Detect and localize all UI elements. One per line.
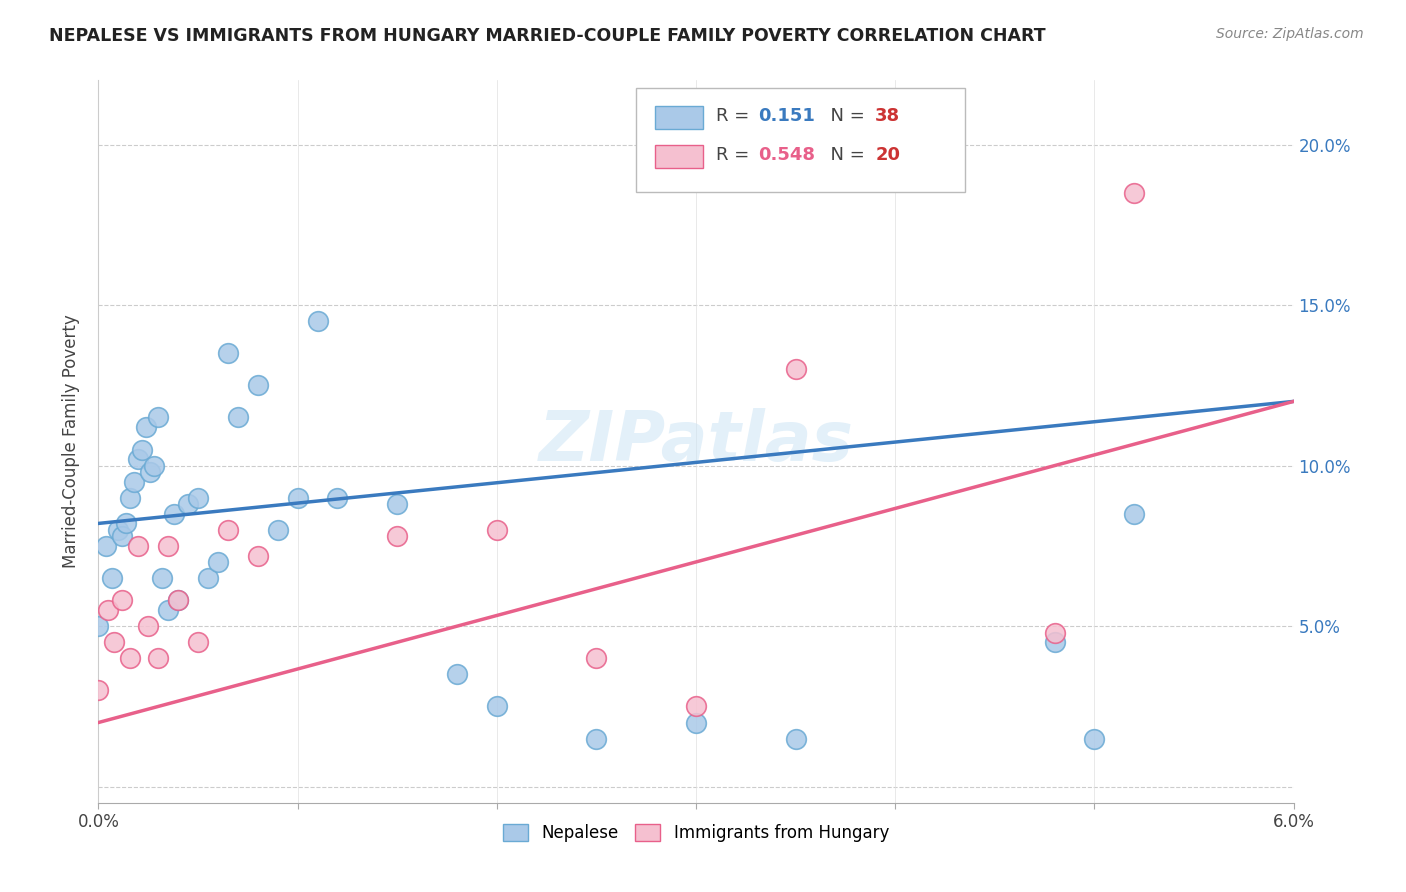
Point <box>163 507 186 521</box>
Point <box>685 715 707 730</box>
Point <box>150 571 173 585</box>
Point <box>87 683 110 698</box>
Text: 38: 38 <box>876 107 900 126</box>
Point <box>246 378 269 392</box>
Point <box>485 523 508 537</box>
Point <box>785 731 807 746</box>
Text: N =: N = <box>820 107 870 126</box>
Text: 0.548: 0.548 <box>758 145 815 164</box>
Text: R =: R = <box>716 107 755 126</box>
Point <box>167 593 190 607</box>
FancyBboxPatch shape <box>655 106 703 129</box>
Point <box>131 442 153 457</box>
Point <box>585 731 607 746</box>
Point <box>1043 625 1066 640</box>
Point <box>207 555 229 569</box>
Point <box>1043 635 1066 649</box>
Point <box>107 523 129 537</box>
Point <box>446 667 468 681</box>
Point <box>287 491 309 505</box>
Point <box>157 603 180 617</box>
Point <box>96 539 118 553</box>
Legend: Nepalese, Immigrants from Hungary: Nepalese, Immigrants from Hungary <box>496 817 896 848</box>
Text: 20: 20 <box>876 145 900 164</box>
Point <box>143 458 166 473</box>
Point <box>1123 507 1146 521</box>
Point <box>148 651 170 665</box>
Point <box>485 699 508 714</box>
Point <box>136 619 159 633</box>
Point <box>157 539 180 553</box>
Point <box>187 491 209 505</box>
Point <box>120 491 142 505</box>
FancyBboxPatch shape <box>637 87 965 193</box>
Point <box>385 529 409 543</box>
Text: NEPALESE VS IMMIGRANTS FROM HUNGARY MARRIED-COUPLE FAMILY POVERTY CORRELATION CH: NEPALESE VS IMMIGRANTS FROM HUNGARY MARR… <box>49 27 1046 45</box>
Point <box>1083 731 1105 746</box>
Point <box>326 491 349 505</box>
Point <box>177 497 200 511</box>
Text: N =: N = <box>820 145 870 164</box>
Point <box>115 516 138 531</box>
Point <box>217 523 239 537</box>
FancyBboxPatch shape <box>655 145 703 168</box>
Point <box>685 699 707 714</box>
Point <box>103 635 125 649</box>
Point <box>101 571 124 585</box>
Point <box>97 603 120 617</box>
Point <box>226 410 249 425</box>
Point <box>307 314 329 328</box>
Point <box>139 465 162 479</box>
Text: ZIPatlas: ZIPatlas <box>538 408 853 475</box>
Point <box>120 651 142 665</box>
Point <box>785 362 807 376</box>
Point <box>585 651 607 665</box>
Point <box>1123 186 1146 200</box>
Text: 0.151: 0.151 <box>758 107 815 126</box>
Point <box>197 571 219 585</box>
Point <box>148 410 170 425</box>
Point <box>111 529 134 543</box>
Text: R =: R = <box>716 145 755 164</box>
Point <box>246 549 269 563</box>
Point <box>127 452 149 467</box>
Point <box>167 593 190 607</box>
Point <box>385 497 409 511</box>
Point <box>267 523 290 537</box>
Y-axis label: Married-Couple Family Poverty: Married-Couple Family Poverty <box>62 315 80 568</box>
Point <box>217 346 239 360</box>
Text: Source: ZipAtlas.com: Source: ZipAtlas.com <box>1216 27 1364 41</box>
Point <box>124 475 146 489</box>
Point <box>87 619 110 633</box>
Point <box>111 593 134 607</box>
Point <box>127 539 149 553</box>
Point <box>187 635 209 649</box>
Point <box>135 420 157 434</box>
